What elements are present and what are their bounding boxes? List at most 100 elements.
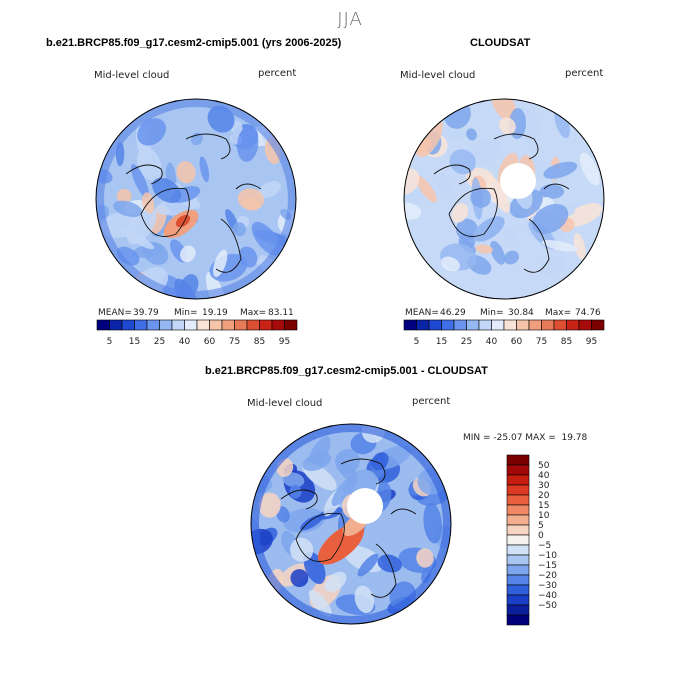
- panel3-map-boundary: [250, 423, 452, 625]
- panel1-colorbar-box-2: [121, 319, 135, 331]
- panel1-map-patch: [258, 181, 282, 198]
- panel1-colorbar-tick-15: 15: [129, 337, 140, 347]
- panel2-map-patch: [532, 203, 569, 234]
- panel2-map-patch: [573, 233, 586, 260]
- panel3-colorbar-box-16: [506, 614, 530, 626]
- panel2-polar-map: [403, 98, 605, 300]
- panel1-coastline: [140, 187, 190, 237]
- panel2-map-patch: [541, 256, 566, 275]
- panel2-colorbar-box-9: [516, 319, 530, 331]
- panel1-units-label: percent: [258, 68, 297, 79]
- panel1-polar-map: [95, 98, 297, 300]
- panel3-colorbar-tick-0: 50: [538, 461, 550, 471]
- panel1-colorbar-tick-60: 60: [204, 337, 216, 347]
- panel1-map-patch: [120, 227, 154, 250]
- panel3-colorbar-box-0: [506, 454, 530, 466]
- panel1-map-patch: [137, 118, 167, 146]
- panel3-colorbar-tick-6: 5: [538, 521, 544, 531]
- panel1-colorbar-box-11: [234, 319, 248, 331]
- panel1-min-value: 19.19: [202, 308, 228, 318]
- panel1-map-patch: [232, 222, 247, 237]
- panel1-colorbar: 5 15 25 40 60 75 85 95: [96, 319, 298, 347]
- panel2-map-patch: [521, 109, 538, 146]
- panel1-colorbar-box-0: [96, 319, 110, 331]
- panel1-greenland-peak: [175, 214, 191, 228]
- panel3-map-patch: [283, 507, 326, 533]
- panel2-polar-gap: [500, 163, 536, 199]
- panel3-colorbar-tick-14: −50: [538, 601, 557, 611]
- panel2-colorbar-box-5: [466, 319, 480, 331]
- panel2-colorbar-box-7: [491, 319, 505, 331]
- panel2-colorbar-box-10: [528, 319, 542, 331]
- panel3-colorbar-box-12: [506, 574, 530, 586]
- panel1-map-patch: [213, 249, 228, 277]
- panel2-map-patch: [404, 202, 422, 220]
- panel1-map-patch: [199, 156, 210, 183]
- panel2-map-patch: [491, 99, 517, 121]
- panel3-colorbar-box-7: [506, 524, 530, 536]
- panel1-map-patch: [113, 200, 143, 217]
- panel3-polar-gap: [347, 488, 383, 524]
- panel1-coastline: [215, 218, 242, 273]
- panel2-coastline: [433, 164, 471, 185]
- panel1-colorbar-box-1: [109, 319, 123, 331]
- panel2-units-label: percent: [565, 68, 604, 79]
- panel2-map-patch: [541, 240, 578, 252]
- panel3-map-patch: [308, 589, 332, 617]
- panel3-map-patch: [302, 452, 331, 471]
- panel2-coastline: [523, 218, 550, 273]
- panel3-colorbar-tick-2: 30: [538, 481, 550, 491]
- panel2-colorbar-box-4: [453, 319, 467, 331]
- panel1-colorbar-box-9: [209, 319, 223, 331]
- panel3-colorbar-tick-4: 15: [538, 501, 549, 511]
- panel2-map-patch: [439, 127, 467, 139]
- panel1-title: b.e21.BRCP85.f09_g17.cesm2-cmip5.001 (yr…: [46, 37, 342, 49]
- panel3-colorbar-tick-8: −5: [538, 541, 551, 551]
- panel1-colorbar-box-6: [171, 319, 185, 331]
- panel3-coastline: [370, 543, 397, 598]
- panel3-colorbar-tick-7: 0: [538, 531, 544, 541]
- panel3-colorbar-tick-13: −40: [538, 591, 557, 601]
- panel2-colorbar-tick-60: 60: [511, 337, 523, 347]
- panel3-colorbar-box-10: [506, 554, 530, 566]
- panel3-colorbar-tick-12: −30: [538, 581, 557, 591]
- panel2-colorbar-box-6: [478, 319, 492, 331]
- panel1-colorbar-box-7: [184, 319, 198, 331]
- panel3-map-patch: [357, 553, 379, 577]
- panel2-map-patch: [486, 175, 511, 213]
- panel1-colorbar-box-10: [221, 319, 235, 331]
- panel2-variable-label: Mid-level cloud: [400, 70, 476, 81]
- panel3-colorbar-box-2: [506, 474, 530, 486]
- panel3-map-patch: [282, 472, 305, 488]
- panel3-colorbar-box-5: [506, 504, 530, 516]
- panel2-map-patch: [579, 152, 600, 186]
- panel1-map-patch: [176, 161, 196, 184]
- panel2-map-patch: [466, 128, 477, 141]
- panel1-coastline: [235, 183, 262, 190]
- panel2-map-patch: [438, 174, 452, 197]
- panel3-title: b.e21.BRCP85.f09_g17.cesm2-cmip5.001 - C…: [205, 365, 488, 377]
- panel1-colorbar-box-14: [271, 319, 285, 331]
- panel2-map-patch: [441, 256, 460, 272]
- panel3-variable-label: Mid-level cloud: [247, 398, 323, 409]
- panel2-colorbar-tick-40: 40: [486, 337, 498, 347]
- panel2-colorbar-tick-5: 5: [414, 337, 420, 347]
- panel3-map-patch: [377, 554, 402, 573]
- panel1-colorbar-box-15: [284, 319, 298, 331]
- panel2-colorbar-box-8: [503, 319, 517, 331]
- panel3-map-edge-band: [251, 424, 451, 624]
- panel2-map-boundary: [403, 98, 605, 300]
- panel2-map-patch: [490, 240, 506, 265]
- panel3-map-patch: [300, 514, 324, 531]
- panel2-map-patch: [502, 228, 517, 243]
- panel2-map-patch: [499, 117, 516, 135]
- panel3-colorbar-box-15: [506, 604, 530, 616]
- panel3-colorbar-tick-3: 20: [538, 491, 550, 501]
- panel1-map-patch: [251, 221, 282, 257]
- panel2-colorbar-box-0: [403, 319, 417, 331]
- panel2-colorbar-box-12: [553, 319, 567, 331]
- panel1-colorbar-tick-95: 95: [279, 337, 290, 347]
- panel1-min-label: Min=: [174, 308, 198, 318]
- panel2-map-patch: [470, 187, 491, 208]
